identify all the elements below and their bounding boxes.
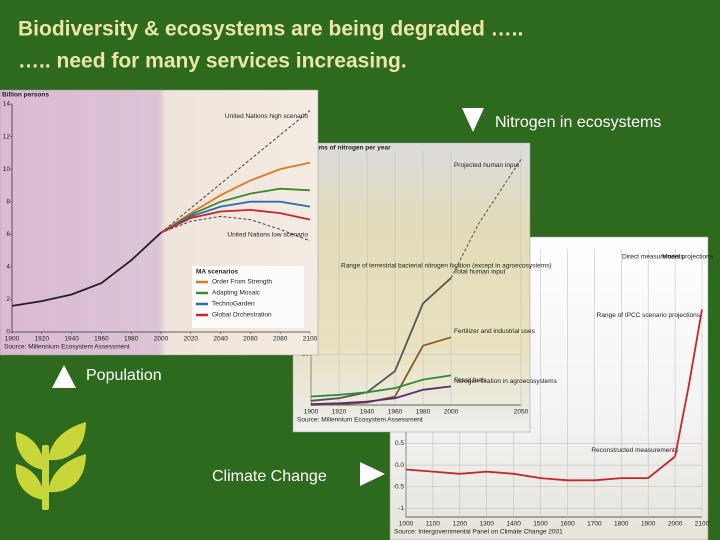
series-line: [160, 110, 311, 234]
x-tick-label: 1600: [560, 521, 575, 528]
label: Climate Change: [212, 468, 327, 485]
x-tick-label: 2040: [213, 336, 228, 343]
axis-title: Teragrams of nitrogen per year: [295, 145, 391, 152]
legend-label: Adapting Mosaic: [212, 290, 261, 297]
source: Source: Millennium Ecosystem Assessment: [297, 417, 423, 424]
series-label: Total human input: [454, 269, 506, 276]
x-tick-label: 1940: [360, 409, 375, 416]
x-tick-label: 2050: [514, 409, 529, 416]
up-arrow: [52, 365, 76, 388]
series-line: [11, 232, 162, 307]
x-tick-label: 2100: [303, 336, 318, 343]
x-tick-label: 2000: [668, 521, 683, 528]
source: Source: Millennium Ecosystem Assessment: [4, 344, 130, 351]
x-tick-label: 1500: [533, 521, 548, 528]
x-tick-label: 1920: [35, 336, 50, 343]
x-tick-label: 1980: [416, 409, 431, 416]
series-line: [160, 161, 311, 234]
y-tick-label: 12: [3, 133, 11, 140]
y-tick-label: -1: [398, 505, 404, 512]
x-tick-label: 2000: [154, 336, 169, 343]
y-tick-label: 0.5: [395, 440, 404, 447]
y-tick-label: 0.0: [395, 462, 404, 469]
x-tick-label: 1000: [399, 521, 414, 528]
series-line: [450, 159, 522, 279]
y-tick-label: 2: [6, 296, 10, 303]
y-tick-label: 0: [6, 329, 10, 336]
series-label: Projected human input: [454, 162, 519, 169]
down-arrow: [462, 108, 484, 132]
plant-logo: [15, 422, 86, 510]
x-tick-label: 1300: [479, 521, 494, 528]
x-tick-label: 1980: [124, 336, 139, 343]
series-label: Range of IPCC scenario projections: [597, 312, 701, 319]
x-tick-label: 2020: [184, 336, 199, 343]
x-tick-label: 2060: [243, 336, 258, 343]
nitrogen-figure: 601900192019401960198020002050Teragrams …: [292, 142, 558, 433]
series-line: [310, 374, 452, 398]
series-line: [160, 200, 311, 234]
y-tick-label: 8: [6, 198, 10, 205]
x-tick-label: 1800: [614, 521, 629, 528]
slide-title: ….. need for many services increasing.: [18, 50, 407, 73]
legend-box: [192, 266, 304, 328]
y-tick-label: 14: [3, 101, 11, 108]
source: Source: Intergovernmental Panel on Clima…: [394, 529, 563, 536]
series-label: Reconstructed measurements: [591, 447, 678, 454]
series-line: [310, 277, 452, 402]
series-line: [674, 309, 703, 457]
series-label: Fossil fuels: [454, 377, 487, 384]
x-tick-label: 1400: [506, 521, 521, 528]
legend-label: TechnoGarden: [212, 301, 255, 308]
x-tick-label: 1900: [641, 521, 656, 528]
series-line: [160, 187, 311, 234]
x-tick-label: 1200: [453, 521, 468, 528]
y-tick-label: 4: [6, 264, 10, 271]
x-tick-label: 2080: [273, 336, 288, 343]
annotation: Model projections: [662, 254, 714, 261]
y-tick-label: -0.5: [393, 483, 405, 490]
annotation: Range of terrestrial bacterial nitrogen …: [341, 263, 552, 270]
x-tick-label: 1920: [332, 409, 347, 416]
annotation: Direct measurements: [622, 254, 685, 261]
x-tick-label: 1900: [5, 336, 20, 343]
x-tick-label: 1700: [587, 521, 602, 528]
legend-label: Order From Strength: [212, 279, 272, 286]
legend-title: MA scenarios: [196, 269, 238, 276]
slide-title: Biodiversity & ecosystems are being degr…: [18, 18, 523, 41]
figure-background: [292, 142, 531, 433]
series-line: [310, 385, 452, 406]
x-tick-label: 2000: [444, 409, 459, 416]
right-arrow: [360, 462, 385, 486]
series-line: [160, 208, 311, 234]
x-tick-label: 1900: [304, 409, 319, 416]
legend-label: Global Orchestration: [212, 312, 272, 319]
y-tick-label: 10: [3, 166, 11, 173]
axis-title: Billion persons: [2, 92, 49, 99]
x-tick-label: 1940: [64, 336, 79, 343]
x-tick-label: 1100: [426, 521, 440, 528]
x-tick-label: 2100: [695, 521, 710, 528]
population-figure: 0 2 4 6 8 10 12 14 1900 1920 1940 1960 1980 2000 2020 2…: [0, 89, 319, 356]
y-tick-label: 6: [6, 231, 10, 238]
x-tick-label: 1960: [94, 336, 109, 343]
label: Population: [86, 367, 162, 384]
series-label: United Nations low scenario: [227, 232, 308, 239]
x-tick-label: 1960: [388, 409, 403, 416]
series-label: United Nations high scenario: [225, 113, 308, 120]
series-label: Fertilizer and industrial uses: [454, 328, 536, 335]
series-label: Nitrogen fixation in agroecosystems: [454, 378, 558, 385]
series-line: [160, 215, 311, 242]
label: Nitrogen in ecosystems: [495, 114, 661, 131]
series-line: [405, 455, 676, 482]
